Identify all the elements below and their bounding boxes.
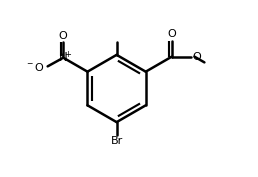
Text: O: O xyxy=(167,29,176,39)
Text: $^-$O: $^-$O xyxy=(26,61,45,73)
Text: +: + xyxy=(64,50,71,59)
Text: Br: Br xyxy=(110,136,123,146)
Text: O: O xyxy=(59,31,67,41)
Text: O: O xyxy=(192,52,201,62)
Text: N: N xyxy=(59,51,67,64)
